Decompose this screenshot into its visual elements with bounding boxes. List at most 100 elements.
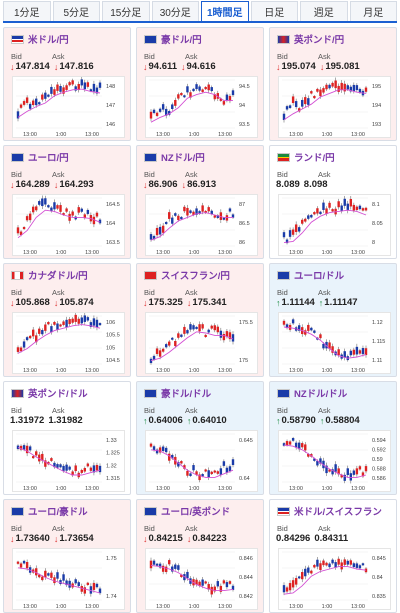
candle [25,445,29,454]
mini-chart[interactable]: 106 105.5 105 104.5 13:00 1:00 13:00 [12,312,125,374]
y-tick-label: 1.33 [106,438,117,444]
mini-chart[interactable]: 0.845 0.84 0.835 13:00 1:00 13:00 [278,548,391,610]
bid-value-group: ↓ 105.868 [10,297,50,308]
tab-1[interactable]: 5分足 [52,1,100,21]
rate-card[interactable]: 英ポンド/ドル Bid Ask 1.31972 1.31982 1.33 1.325 1.32… [3,381,131,495]
x-tick-label: 13:00 [289,250,303,256]
rate-card[interactable]: 豪ドル/円 Bid Ask ↓ 94.611 ↓ 94.616 94.5 94 93.5 13:00… [136,27,264,141]
candle [50,572,53,578]
arrow-up-icon: ↑ [318,297,324,308]
candle [158,563,162,568]
mini-chart[interactable]: 1.12 1.115 1.11 13:00 1:00 13:00 [278,312,391,374]
candle [213,215,216,218]
y-tick-label: 86 [239,240,245,246]
candle [328,469,331,472]
pair-name[interactable]: ランド/円 [294,153,335,164]
ask-value: 8.098 [303,179,328,190]
rate-card[interactable]: 豪ドル/ドル Bid Ask ↑ 0.64006 ↑ 0.64010 0.645 0.64 13:… [136,381,264,495]
candle [364,207,368,211]
pair-name[interactable]: NZドル/円 [161,153,205,164]
pair-name[interactable]: 米ドル/スイスフラン [294,507,382,518]
pair-name[interactable]: 豪ドル/ドル [161,389,212,400]
tab-3[interactable]: 30分足 [151,1,199,21]
candle [216,326,220,333]
arrow-up-icon: ↑ [276,297,281,308]
rate-card[interactable]: 英ポンド/円 Bid Ask ↓ 195.074 ↓ 195.081 195 194 193 13:… [269,27,397,141]
mini-chart[interactable]: 0.846 0.844 0.842 13:00 1:00 13:00 [145,548,258,610]
tab-4[interactable]: 1時間足 [201,1,249,21]
tab-7[interactable]: 月足 [349,1,397,21]
pair-name[interactable]: 英ポンド/円 [294,35,345,46]
ask-value-group: 1.31982 [48,415,82,426]
candle [155,227,159,236]
candle [331,82,334,87]
y-tick-label: 0.586 [372,476,386,482]
mini-chart[interactable]: 8.1 8.05 8 13:00 1:00 13:00 [278,194,391,256]
candle [346,85,349,90]
candle [355,206,359,211]
rate-card[interactable]: スイスフラン/円 Bid Ask ↓ 175.325 ↓ 175.341 175.5 175 13… [136,263,264,377]
rate-card[interactable]: ユーロ/豪ドル Bid Ask ↓ 1.73640 ↓ 1.73654 1.75 1.74 13:… [3,499,131,613]
pair-name[interactable]: ユーロ/豪ドル [28,507,88,518]
bid-value: 164.289 [15,179,50,190]
arrow-down-icon: ↓ [53,297,59,308]
mini-chart[interactable]: 164.5 164 163.5 13:00 1:00 13:00 [12,194,125,256]
tab-5[interactable]: 日足 [250,1,298,21]
rate-card[interactable]: NZドル/ドル Bid Ask ↑ 0.58790 ↑ 0.58804 0.594 0.592 0… [269,381,397,495]
rate-card[interactable]: カナダドル/円 Bid Ask ↓ 105.868 ↓ 105.874 106 105.5 105… [3,263,131,377]
bid-label: Bid [11,406,22,415]
ask-value-group: 0.84311 [314,533,348,544]
mini-chart[interactable]: 1.75 1.74 13:00 1:00 13:00 [12,548,125,610]
candle [364,87,368,92]
candle [282,585,286,593]
candle [50,326,53,333]
candle [195,326,198,329]
rate-card[interactable]: ユーロ/ドル Bid Ask ↑ 1.11144 ↑ 1.11147 1.12 1.115 1.1… [269,263,397,377]
y-tick-label: 8 [372,240,375,246]
candle [80,79,83,86]
mini-chart[interactable]: 0.645 0.64 13:00 1:00 13:00 [145,430,258,492]
candle [355,468,359,475]
mini-chart[interactable]: 87 86.5 86 13:00 1:00 13:00 [145,194,258,256]
candle [28,103,32,109]
rate-card[interactable]: ランド/円 Bid Ask 8.089 8.098 8.1 8.05 8 13:00 1:00 13… [269,145,397,259]
pair-name[interactable]: 豪ドル/円 [161,35,202,46]
pair-name[interactable]: 英ポンド/ドル [28,389,88,400]
tab-2[interactable]: 15分足 [102,1,150,21]
mini-chart[interactable]: 0.594 0.592 0.59 0.588 0.586 13:00 1:00 13:00 [278,430,391,492]
candle [62,213,65,216]
pair-name[interactable]: カナダドル/円 [28,271,88,282]
mini-chart[interactable]: 94.5 94 93.5 13:00 1:00 13:00 [145,76,258,138]
pair-name[interactable]: ユーロ/円 [28,153,69,164]
candle [74,314,77,322]
rate-card[interactable]: NZドル/円 Bid Ask ↓ 86.906 ↓ 86.913 87 86.5 86 13:00 1… [136,145,264,259]
rate-card[interactable]: 米ドル/スイスフラン Bid Ask 0.84296 0.84311 0.845 0.84 0… [269,499,397,613]
tab-6[interactable]: 週足 [300,1,348,21]
candle [186,330,189,334]
mini-chart[interactable]: 148 147 146 13:00 1:00 13:00 [12,76,125,138]
candle [68,466,71,470]
pair-name[interactable]: ユーロ/ドル [294,271,345,282]
tab-0[interactable]: 1分足 [3,1,51,21]
pair-name[interactable]: NZドル/ドル [294,389,348,400]
rate-card[interactable]: 米ドル/円 Bid Ask ↓ 147.814 ↓ 147.816 148 147 146 13:0… [3,27,131,141]
bid-label: Bid [11,524,22,533]
candle [198,581,201,586]
ask-value-group: ↓ 195.081 [320,61,360,72]
x-tick-label: 1:00 [56,486,67,492]
mini-chart[interactable]: 175.5 175 13:00 1:00 13:00 [145,312,258,374]
candle [282,443,286,446]
candle [83,214,87,219]
chart-svg: 164.5 164 163.5 13:00 1:00 13:00 [16,195,120,256]
bid-value-group: ↓ 195.074 [276,61,316,72]
pair-name[interactable]: 米ドル/円 [28,35,69,46]
mini-chart[interactable]: 1.33 1.325 1.32 1.315 13:00 1:00 13:00 [12,430,125,492]
mini-chart[interactable]: 195 194 193 13:00 1:00 13:00 [278,76,391,138]
moving-average-line [150,331,234,362]
card-header: 米ドル/スイスフラン [277,505,382,518]
rate-card[interactable]: ユーロ/英ポンド Bid Ask ↓ 0.84215 ↓ 0.84223 0.846 0.844… [136,499,264,613]
rate-card[interactable]: ユーロ/円 Bid Ask ↓ 164.289 ↓ 164.293 164.5 164 163.5… [3,145,131,259]
candle [92,465,96,473]
pair-name[interactable]: ユーロ/英ポンド [161,507,231,518]
pair-name[interactable]: スイスフラン/円 [161,271,230,282]
